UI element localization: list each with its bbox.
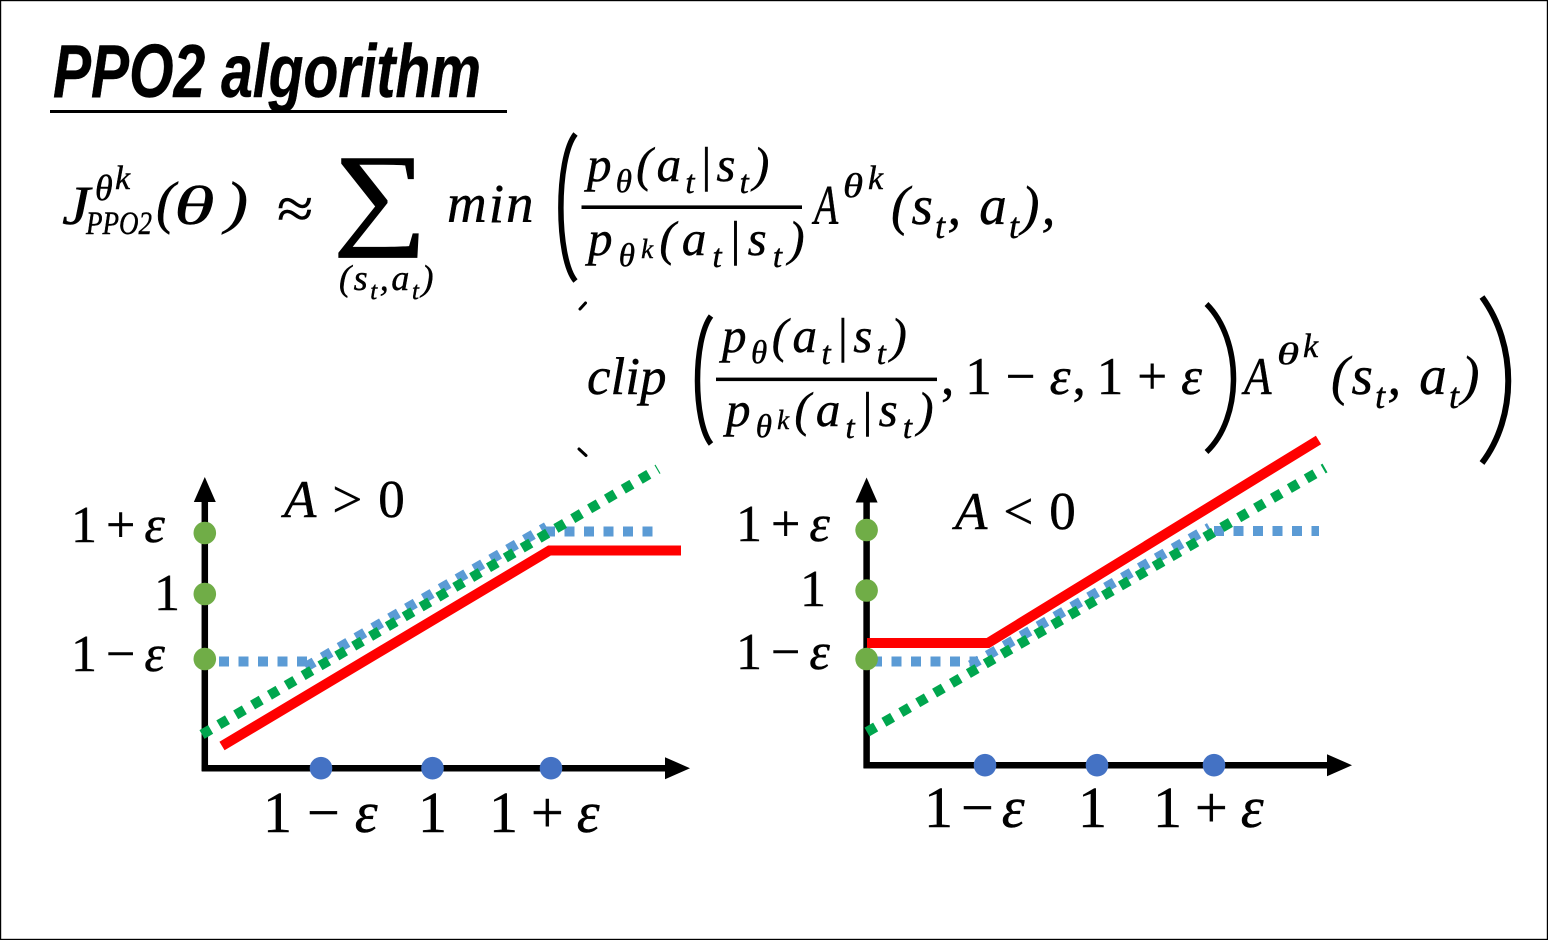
svg-text:(st, at): (st, at) — [1331, 345, 1482, 416]
svg-text:pθk(at|st): pθk(at|st) — [585, 211, 811, 275]
svg-text:1−ε: 1− ε — [263, 780, 378, 845]
svg-text:θ: θ — [95, 168, 113, 208]
svg-text:A: A — [1241, 347, 1272, 406]
svg-text:(: ( — [156, 170, 179, 235]
svg-text:pθ(at|st): pθ(at|st) — [584, 137, 774, 201]
svg-text:1−ε: 1− ε — [924, 775, 1025, 840]
svg-text:k: k — [1303, 328, 1319, 365]
svg-text:θ: θ — [174, 176, 215, 236]
svg-text:1+ε: 1 + ε — [736, 496, 830, 553]
svg-text:1−ε: 1− ε — [736, 624, 830, 681]
svg-text:1+ε: 1 + ε — [71, 497, 165, 554]
svg-text:pθk(at|st): pθk(at|st) — [723, 382, 939, 446]
svg-text:,1−ε,1+ε: , 1− ε, 1 + ε — [941, 348, 1202, 406]
svg-text:θ: θ — [1277, 338, 1299, 372]
svg-text:1−ε: 1− ε — [71, 626, 165, 683]
svg-text:θ: θ — [843, 168, 863, 205]
svg-text:J: J — [62, 175, 93, 236]
svg-text:A<0: A <0 — [952, 483, 1076, 541]
svg-text:A>0: A >0 — [281, 471, 405, 529]
svg-text:k: k — [868, 160, 884, 197]
svg-text:≈: ≈ — [277, 178, 313, 241]
svg-text:PPO2: PPO2 — [85, 206, 152, 242]
svg-text:1: 1 — [1078, 775, 1107, 840]
svg-text:1: 1 — [154, 565, 180, 622]
svg-text:PPO2 algorithm: PPO2 algorithm — [53, 29, 481, 113]
svg-text:min: min — [447, 173, 536, 234]
svg-text:pθ(at|st): pθ(at|st) — [719, 308, 911, 372]
svg-text:A: A — [812, 174, 839, 236]
svg-text:): ) — [221, 170, 249, 234]
svg-text:∑: ∑ — [333, 133, 426, 258]
svg-text:clip: clip — [587, 348, 666, 406]
svg-text:1: 1 — [800, 561, 826, 618]
svg-text:1+ε: 1 + ε — [489, 780, 600, 845]
svg-text:k: k — [115, 160, 131, 197]
svg-text:1+ε: 1 + ε — [1153, 775, 1264, 840]
svg-text:(st, at),: (st, at), — [891, 175, 1058, 246]
svg-text:1: 1 — [418, 780, 447, 845]
svg-text:(st,at): (st,at) — [339, 258, 436, 305]
